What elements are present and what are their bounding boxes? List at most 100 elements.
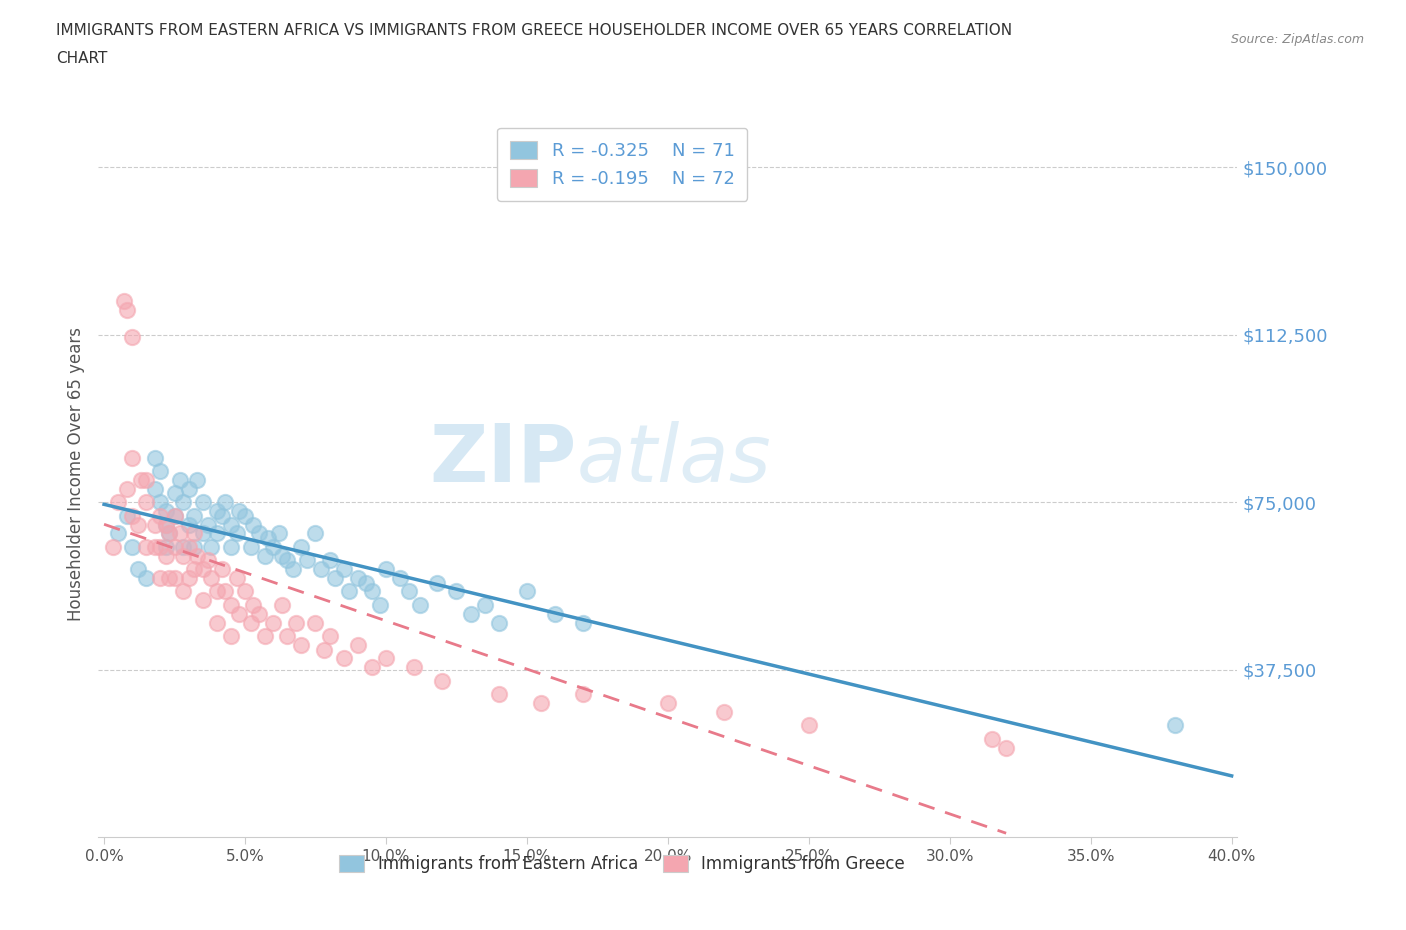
Point: [346, 571, 368, 586]
Point: [177, 539, 200, 554]
Point: [219, 629, 242, 644]
Point: [143, 482, 166, 497]
Point: [426, 575, 449, 590]
Point: [219, 539, 242, 554]
Point: [121, 508, 143, 523]
Point: [200, 571, 222, 586]
Point: [135, 571, 157, 586]
Point: [149, 571, 172, 586]
Point: [177, 517, 200, 532]
Point: [354, 575, 377, 590]
Point: [242, 517, 264, 532]
Point: [228, 606, 250, 621]
Point: [115, 303, 138, 318]
Point: [995, 740, 1018, 755]
Point: [172, 539, 194, 554]
Point: [276, 552, 298, 567]
Point: [205, 616, 228, 631]
Point: [290, 539, 312, 554]
Point: [157, 526, 180, 541]
Point: [312, 642, 335, 657]
Point: [163, 508, 186, 523]
Point: [115, 482, 138, 497]
Point: [101, 539, 124, 554]
Point: [183, 562, 205, 577]
Legend: Immigrants from Eastern Africa, Immigrants from Greece: Immigrants from Eastern Africa, Immigran…: [333, 848, 912, 880]
Point: [169, 526, 191, 541]
Point: [219, 517, 242, 532]
Point: [163, 539, 186, 554]
Point: [214, 584, 236, 599]
Point: [149, 495, 172, 510]
Point: [205, 584, 228, 599]
Point: [797, 718, 820, 733]
Point: [309, 562, 332, 577]
Point: [262, 539, 284, 554]
Point: [135, 472, 157, 487]
Point: [149, 539, 172, 554]
Y-axis label: Householder Income Over 65 years: Householder Income Over 65 years: [66, 327, 84, 621]
Point: [155, 539, 177, 554]
Point: [360, 584, 382, 599]
Text: Source: ZipAtlas.com: Source: ZipAtlas.com: [1230, 33, 1364, 46]
Point: [516, 584, 538, 599]
Point: [183, 508, 205, 523]
Point: [143, 517, 166, 532]
Text: CHART: CHART: [56, 51, 108, 66]
Point: [225, 571, 247, 586]
Point: [389, 571, 412, 586]
Point: [332, 651, 354, 666]
Point: [214, 495, 236, 510]
Point: [1164, 718, 1187, 733]
Point: [318, 629, 340, 644]
Point: [304, 526, 326, 541]
Point: [177, 482, 200, 497]
Point: [239, 616, 262, 631]
Point: [284, 616, 307, 631]
Point: [143, 539, 166, 554]
Point: [239, 539, 262, 554]
Point: [544, 606, 567, 621]
Point: [197, 517, 219, 532]
Point: [172, 549, 194, 564]
Point: [155, 504, 177, 519]
Point: [256, 530, 278, 545]
Point: [115, 508, 138, 523]
Point: [211, 508, 233, 523]
Point: [446, 584, 468, 599]
Point: [121, 329, 143, 344]
Point: [172, 584, 194, 599]
Point: [253, 549, 276, 564]
Point: [149, 463, 172, 478]
Point: [143, 450, 166, 465]
Point: [157, 571, 180, 586]
Point: [228, 504, 250, 519]
Point: [262, 616, 284, 631]
Point: [247, 526, 270, 541]
Point: [460, 606, 482, 621]
Point: [205, 526, 228, 541]
Point: [295, 552, 318, 567]
Point: [155, 517, 177, 532]
Point: [186, 472, 208, 487]
Point: [157, 526, 180, 541]
Point: [205, 504, 228, 519]
Point: [183, 539, 205, 554]
Point: [242, 597, 264, 612]
Point: [155, 517, 177, 532]
Point: [172, 495, 194, 510]
Point: [219, 597, 242, 612]
Text: IMMIGRANTS FROM EASTERN AFRICA VS IMMIGRANTS FROM GREECE HOUSEHOLDER INCOME OVER: IMMIGRANTS FROM EASTERN AFRICA VS IMMIGR…: [56, 23, 1012, 38]
Point: [404, 660, 426, 675]
Point: [318, 552, 340, 567]
Point: [191, 526, 214, 541]
Point: [127, 562, 149, 577]
Point: [149, 508, 172, 523]
Point: [127, 517, 149, 532]
Point: [337, 584, 360, 599]
Text: atlas: atlas: [576, 420, 772, 498]
Point: [981, 731, 1004, 746]
Point: [488, 616, 510, 631]
Point: [191, 495, 214, 510]
Point: [474, 597, 496, 612]
